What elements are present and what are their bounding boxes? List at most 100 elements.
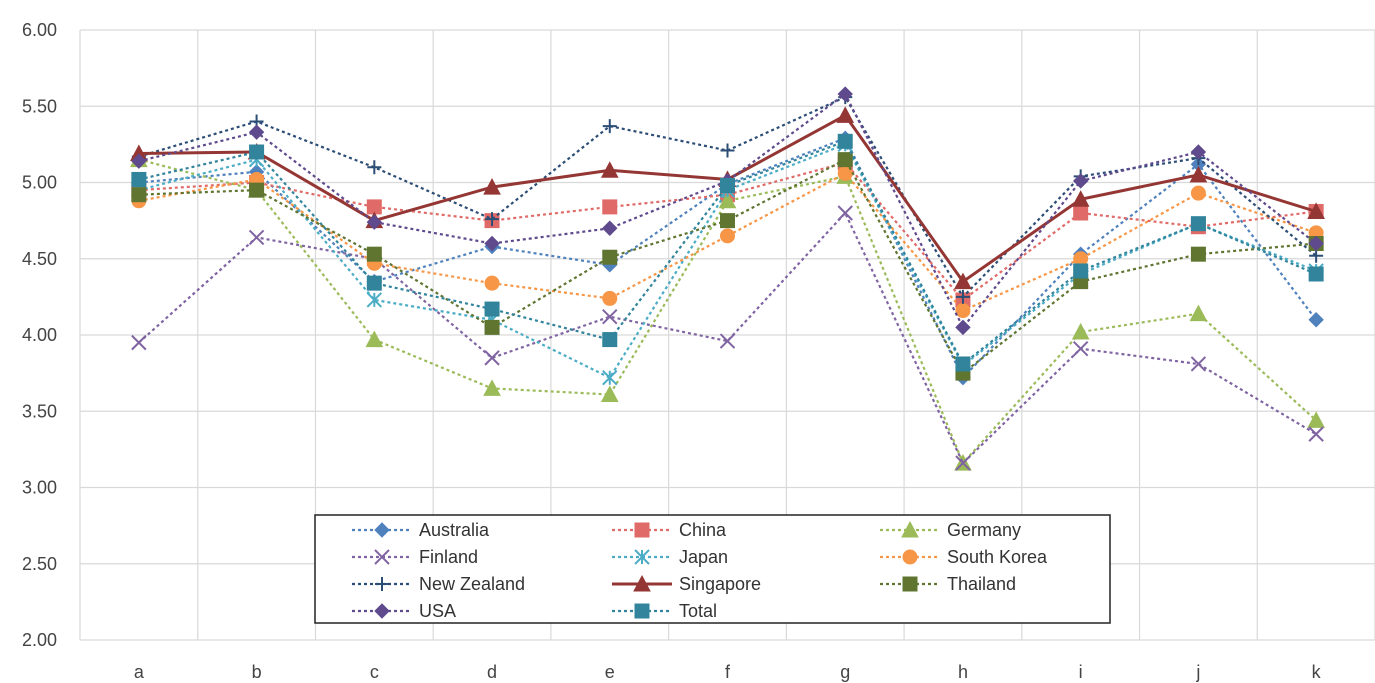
data-point-usa-k xyxy=(1308,235,1324,252)
data-point-germany-f xyxy=(718,191,737,209)
y-tick-label: 2.50 xyxy=(22,554,57,574)
series-lines xyxy=(130,86,1325,471)
data-point-total-i xyxy=(1073,263,1089,279)
data-point-new-zealand-d xyxy=(485,212,500,227)
series-germany xyxy=(130,150,1325,471)
legend-marker-new-zealand xyxy=(375,577,389,591)
data-point-finland-k xyxy=(1308,426,1324,442)
legend-item-new-zealand: New Zealand xyxy=(352,574,525,594)
legend-marker-thailand xyxy=(902,576,918,592)
data-point-finland-j xyxy=(1190,356,1207,372)
x-tick-label-b: b xyxy=(252,662,262,682)
data-point-china-i xyxy=(1073,205,1089,221)
y-tick-label: 2.00 xyxy=(22,630,57,650)
y-tick-label: 3.00 xyxy=(22,478,57,498)
legend-label-singapore: Singapore xyxy=(679,574,761,594)
x-tick-label-f: f xyxy=(725,662,731,682)
data-point-singapore-i xyxy=(1071,190,1090,207)
data-point-finland-g xyxy=(837,205,853,221)
data-point-thailand-b xyxy=(249,182,265,198)
data-point-singapore-k xyxy=(1307,202,1325,219)
legend-box xyxy=(314,514,1111,624)
data-point-thailand-c xyxy=(366,246,382,262)
data-point-thailand-g xyxy=(837,152,853,168)
x-tick-label-c: c xyxy=(370,662,379,682)
data-point-south-korea-h xyxy=(955,303,971,319)
data-point-singapore-j xyxy=(1189,165,1208,183)
legend-item-japan: Japan xyxy=(612,547,728,567)
legend-marker-total xyxy=(634,603,650,619)
data-point-singapore-d xyxy=(483,178,501,195)
data-point-total-b xyxy=(249,144,265,160)
legend-marker-usa xyxy=(374,603,390,619)
x-tick-label-e: e xyxy=(605,662,615,682)
legend-item-germany: Germany xyxy=(880,520,1021,540)
data-point-germany-i xyxy=(1071,322,1090,340)
data-point-new-zealand-c xyxy=(367,160,382,175)
data-point-singapore-g xyxy=(836,106,855,123)
data-point-germany-c xyxy=(365,330,384,348)
data-point-total-d xyxy=(484,301,500,317)
legend-label-total: Total xyxy=(679,601,717,621)
data-point-usa-e xyxy=(602,220,618,236)
data-point-usa-j xyxy=(1190,144,1207,160)
data-point-singapore-e xyxy=(600,161,619,178)
x-tick-label-g: g xyxy=(840,662,850,682)
y-tick-label: 4.00 xyxy=(22,325,57,345)
legend-marker-japan xyxy=(634,549,650,565)
x-tick-label-k: k xyxy=(1312,662,1322,682)
x-tick-label-a: a xyxy=(134,662,145,682)
x-tick-label-j: j xyxy=(1195,662,1200,682)
data-point-singapore-h xyxy=(954,272,972,290)
legend-marker-germany xyxy=(901,520,919,538)
legend-item-thailand: Thailand xyxy=(880,574,1016,594)
data-point-thailand-e xyxy=(602,249,618,265)
y-tick-label: 3.50 xyxy=(22,401,57,421)
data-point-south-korea-f xyxy=(720,228,735,244)
data-point-total-a xyxy=(131,171,147,187)
y-tick-label: 4.50 xyxy=(22,249,57,269)
data-point-germany-k xyxy=(1307,411,1325,428)
series-line-south-korea xyxy=(138,172,1317,312)
data-point-usa-a xyxy=(131,153,147,169)
data-point-finland-a xyxy=(131,334,147,351)
data-point-germany-e xyxy=(600,385,619,402)
y-tick-label: 5.00 xyxy=(22,173,57,193)
data-point-usa-d xyxy=(484,235,500,252)
legend-label-south-korea: South Korea xyxy=(947,547,1048,567)
series-finland xyxy=(131,205,1324,471)
data-point-south-korea-d xyxy=(484,275,500,291)
data-point-south-korea-j xyxy=(1190,185,1206,201)
legend-label-thailand: Thailand xyxy=(947,574,1016,594)
series-line-germany xyxy=(138,158,1317,466)
data-point-usa-h xyxy=(955,319,971,336)
legend-marker-finland xyxy=(374,549,390,565)
legend-marker-singapore xyxy=(633,574,651,592)
data-point-usa-i xyxy=(1072,173,1089,189)
data-point-total-e xyxy=(602,332,618,348)
legend-label-germany: Germany xyxy=(947,520,1021,540)
data-point-australia-k xyxy=(1308,312,1324,328)
x-tick-label-d: d xyxy=(487,662,497,682)
legend-label-new-zealand: New Zealand xyxy=(419,574,525,594)
data-point-new-zealand-h xyxy=(955,289,970,304)
legend: Australia China Germany Finland Japan South K… xyxy=(314,514,1111,624)
data-point-finland-e xyxy=(602,308,618,325)
data-point-usa-b xyxy=(248,124,265,140)
data-point-total-h xyxy=(955,356,971,372)
data-point-thailand-j xyxy=(1190,246,1206,262)
legend-item-total: Total xyxy=(612,601,717,621)
data-point-usa-g xyxy=(837,86,853,102)
legend-item-south-korea: South Korea xyxy=(880,547,1048,567)
legend-label-china: China xyxy=(679,520,727,540)
data-point-south-korea-e xyxy=(602,290,618,306)
data-point-new-zealand-e xyxy=(602,119,617,134)
data-point-thailand-f xyxy=(720,213,735,229)
data-point-japan-e xyxy=(602,369,618,386)
legend-marker-australia xyxy=(374,522,390,538)
data-point-finland-f xyxy=(719,333,736,349)
legend-item-usa: USA xyxy=(352,601,456,621)
axes: 2.00 2.50 3.00 3.50 4.00 4.50 5.00 5.50 6.00 a b c d… xyxy=(22,20,1322,682)
